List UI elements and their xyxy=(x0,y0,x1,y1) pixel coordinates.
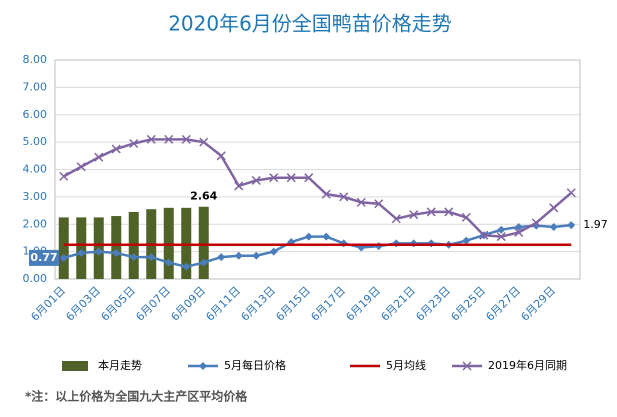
point xyxy=(164,134,174,144)
point xyxy=(112,248,121,257)
point xyxy=(182,262,191,271)
point xyxy=(444,207,454,217)
point xyxy=(549,222,558,231)
point xyxy=(567,221,576,230)
bar xyxy=(198,206,209,279)
point xyxy=(496,232,506,242)
point xyxy=(129,138,139,149)
point xyxy=(252,251,261,260)
point xyxy=(199,258,208,267)
legend-label: 5月均线 xyxy=(386,358,426,372)
point xyxy=(251,175,261,185)
point xyxy=(497,225,506,234)
point xyxy=(269,173,279,183)
plot-border xyxy=(54,59,581,280)
data-label: 2.64 xyxy=(190,190,217,203)
point xyxy=(514,227,524,237)
point xyxy=(321,189,331,199)
point xyxy=(531,218,541,228)
data-label: 1.97 xyxy=(583,218,608,231)
point xyxy=(94,152,104,162)
y-tick-label: 2.00 xyxy=(23,217,48,230)
point xyxy=(216,151,226,161)
point xyxy=(111,144,121,154)
point xyxy=(549,203,559,213)
point xyxy=(147,253,156,262)
point xyxy=(356,197,366,207)
point xyxy=(76,162,86,172)
point xyxy=(217,253,226,262)
y-tick-label: 6.00 xyxy=(23,108,48,121)
y-tick-label: 8.00 xyxy=(23,53,48,66)
legend-swatch xyxy=(62,361,88,371)
point xyxy=(391,214,401,224)
bar xyxy=(111,216,122,279)
point xyxy=(77,248,86,257)
footnote: *注：以上价格为全国九大主产区平均价格 xyxy=(25,389,248,404)
point xyxy=(234,251,243,260)
point xyxy=(409,210,419,220)
point xyxy=(199,137,209,147)
point xyxy=(59,171,69,181)
chart-title: 2020年6月份全国鸭苗价格走势 xyxy=(168,12,452,36)
bar xyxy=(58,217,69,279)
bar xyxy=(181,207,192,279)
point xyxy=(304,232,313,241)
point xyxy=(286,173,296,183)
point xyxy=(322,232,331,241)
point xyxy=(59,253,68,262)
point xyxy=(234,181,244,191)
y-tick-label: 3.00 xyxy=(23,190,48,203)
point xyxy=(181,134,191,144)
point xyxy=(514,222,523,231)
point xyxy=(146,134,156,144)
data-label: 0.77 xyxy=(30,251,57,264)
legend-marker xyxy=(462,361,472,371)
point xyxy=(566,188,576,198)
bar xyxy=(76,217,87,279)
legend-label: 2019年6月同期 xyxy=(488,358,567,372)
y-tick-label: 7.00 xyxy=(23,80,48,93)
legend-marker xyxy=(199,362,207,370)
data-label-box xyxy=(29,249,59,266)
point xyxy=(479,230,489,240)
point xyxy=(269,247,278,256)
y-tick-label: 5.00 xyxy=(23,135,48,148)
bar xyxy=(163,207,174,279)
y-tick-label: 0.00 xyxy=(23,272,48,285)
y-tick-label: 4.00 xyxy=(23,163,48,176)
legend-label: 5月每日价格 xyxy=(224,358,286,372)
line xyxy=(63,138,573,238)
point xyxy=(304,173,314,183)
point xyxy=(94,247,103,256)
point xyxy=(374,199,384,209)
legend-label: 本月走势 xyxy=(98,358,142,372)
point xyxy=(426,207,436,217)
point xyxy=(462,236,471,245)
point xyxy=(339,192,349,202)
point xyxy=(164,258,173,267)
point xyxy=(129,253,138,262)
point xyxy=(461,212,471,222)
